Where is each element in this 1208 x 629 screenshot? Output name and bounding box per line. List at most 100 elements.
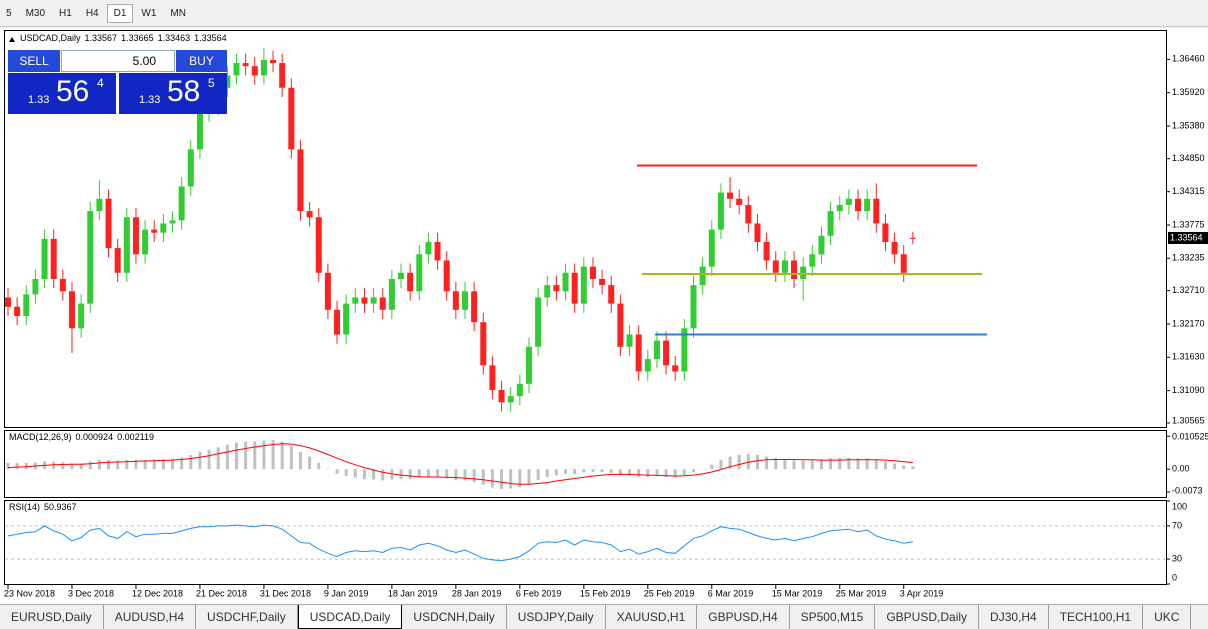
y-tick-label: 1.30565 [1172, 415, 1205, 425]
chart-tab[interactable]: GBPUSD,H4 [697, 605, 790, 629]
macd-bar [88, 461, 92, 470]
candle-body [516, 383, 523, 397]
candle-body [599, 278, 606, 286]
candle-body [498, 389, 505, 403]
chart-tab[interactable]: USDCHF,Daily [196, 605, 298, 629]
y-tick-label: 1.35380 [1172, 120, 1205, 130]
chart-tab[interactable]: USDJPY,Daily [507, 605, 606, 629]
macd-bar [161, 459, 165, 470]
candle-body [836, 204, 843, 212]
x-tick-label: 23 Nov 2018 [4, 588, 55, 598]
candle-body [900, 254, 907, 273]
macd-bar [628, 469, 632, 476]
bid-big-figure: 1.33 [28, 94, 50, 106]
candle-body [544, 285, 551, 298]
chart-tabs: EURUSD,Daily AUDUSD,H4 USDCHF,Daily USDCAD,… [0, 604, 1208, 629]
candle-body [151, 229, 158, 233]
chart-tab[interactable]: GBPUSD,Daily [875, 605, 980, 629]
macd-bar [216, 447, 220, 470]
macd-bar [253, 441, 257, 470]
candle-body [352, 297, 359, 304]
y-tick-label: 1.33235 [1172, 253, 1205, 263]
timeframe-button[interactable]: W1 [141, 7, 157, 19]
x-tick-label: 31 Dec 2018 [260, 588, 311, 598]
macd-bar [564, 469, 568, 474]
buy-button[interactable]: BUY [176, 50, 227, 72]
candle-body [882, 223, 889, 242]
candle-body [334, 309, 341, 335]
chart-tab[interactable]: AUDUSD,H4 [104, 605, 197, 629]
macd-bar [298, 451, 302, 470]
collapse-icon [9, 37, 15, 42]
y-tick-label: 1.34315 [1172, 186, 1205, 196]
x-tick-label: 6 Mar 2019 [708, 588, 754, 598]
candle-body [507, 396, 514, 403]
marks: 1.364601.359201.353801.348501.343151.337… [4, 47, 1208, 598]
candle-body [114, 248, 121, 273]
timeframe-button[interactable]: M30 [25, 7, 46, 19]
candle-body [398, 272, 405, 279]
macd-bar [838, 457, 842, 470]
macd-bar [865, 458, 869, 470]
timeframe-button[interactable]: H4 [85, 7, 99, 19]
chart-tab[interactable]: DJ30,H4 [979, 605, 1049, 629]
candle-body [306, 211, 313, 218]
chart-tab[interactable]: USDCNH,Daily [402, 605, 507, 629]
chart-tab[interactable]: TECH100,H1 [1049, 605, 1144, 629]
x-tick-label: 15 Mar 2019 [772, 588, 823, 598]
candle-body [443, 260, 450, 292]
ask-box[interactable]: 1.33 58 5 [119, 73, 227, 114]
macd-bar [655, 469, 659, 477]
sell-button[interactable]: SELL [8, 50, 60, 72]
macd-bar [372, 469, 376, 480]
chart-tab[interactable]: UKC [1143, 605, 1192, 629]
macd-bar [737, 455, 741, 470]
candle-body [553, 285, 560, 292]
candle-body [763, 241, 770, 261]
macd-bar [235, 442, 238, 470]
bid-pips: 56 [56, 75, 90, 108]
macd-bar [719, 459, 723, 470]
macd-bar [810, 460, 814, 470]
y-tick-label: 0.00 [1172, 464, 1190, 474]
macd-bar [692, 469, 695, 473]
timeframe-button[interactable]: 5 [6, 7, 12, 19]
header-open: 1.33567 [85, 33, 118, 43]
macd-bar [317, 462, 321, 470]
macd-bar [490, 469, 494, 488]
macd-bar [728, 456, 732, 470]
macd-bar [335, 469, 339, 474]
candle-body [690, 285, 697, 329]
bid-box[interactable]: 1.33 56 4 [8, 73, 116, 114]
macd-bar [874, 459, 878, 470]
candle-body [635, 334, 642, 372]
macd-bar [171, 458, 175, 470]
rsi-last: 50.9367 [44, 502, 77, 512]
chart-tab[interactable]: EURUSD,Daily [0, 605, 104, 629]
macd-bar [308, 456, 312, 470]
chart-tab[interactable]: XAUUSD,H1 [606, 605, 698, 629]
candle-body [717, 192, 724, 230]
chart-tab[interactable]: USDCAD,Daily [297, 605, 403, 629]
candle-body [608, 285, 615, 304]
macd-bar [61, 462, 65, 470]
timeframe-button[interactable]: D1 [106, 3, 134, 23]
candle-body [754, 223, 761, 242]
chart-tab[interactable]: SP500,M15 [790, 605, 876, 629]
timeframe-button[interactable]: H1 [59, 7, 72, 19]
y-tick-label: 1.36460 [1172, 54, 1205, 64]
candle-body [845, 198, 852, 205]
macd-bar [801, 460, 805, 470]
candle-body [242, 63, 249, 67]
timeframe-button[interactable]: MN [170, 7, 186, 19]
candle-body [489, 365, 496, 390]
candle-body [132, 217, 139, 255]
macd-bar [280, 441, 284, 470]
macd-bar [225, 444, 229, 470]
x-tick-label: 12 Dec 2018 [132, 588, 183, 598]
ask-fraction: 5 [208, 76, 215, 90]
lot-input[interactable]: 5.00 [61, 50, 175, 72]
y-tick-label: -0.0073 [1172, 485, 1203, 495]
candle-body [5, 297, 11, 307]
candle-body [270, 59, 277, 64]
